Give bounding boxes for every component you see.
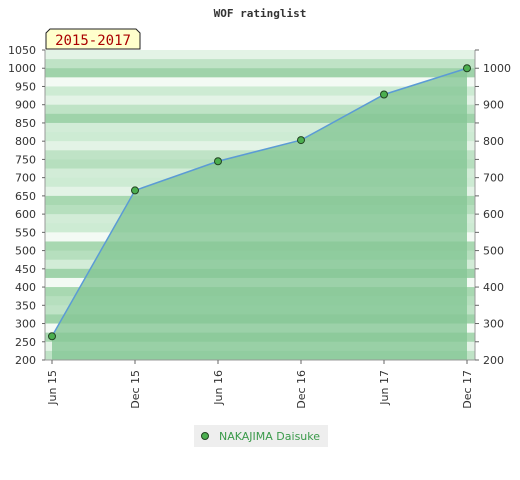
y-axis-left-ticks: 200 250 300 350 400 450 500 550 600 650 700 750 800 8…: [8, 44, 45, 367]
background-band: [45, 50, 475, 60]
background-band: [45, 122, 475, 133]
y-tick-label-left: 450: [15, 263, 36, 276]
data-point: [214, 157, 222, 166]
x-tick-label: Jun 15: [46, 370, 59, 406]
y-tick-label-left: 500: [15, 245, 36, 258]
data-point: [380, 90, 388, 99]
y-axis-right-ticks: 200 300 400 500 600 700 800 900 1000: [475, 49, 511, 367]
y-tick-label-right: 200: [483, 354, 504, 367]
data-points: [48, 64, 471, 341]
y-tick-label-right: 800: [483, 135, 504, 148]
period-badge: 2015-2017: [45, 28, 141, 50]
y-tick-label-left: 750: [15, 153, 36, 166]
y-tick-label-left: 900: [15, 99, 36, 112]
background-band: [45, 86, 475, 97]
x-tick-label: Jun 16: [212, 370, 225, 406]
y-tick-label-left: 400: [15, 281, 36, 294]
background-band: [45, 132, 475, 142]
background-band: [45, 141, 475, 151]
data-point: [463, 64, 471, 73]
y-tick-label-left: 850: [15, 117, 36, 130]
chart-title: WOF ratinglist: [214, 7, 307, 20]
y-tick-label-left: 1050: [8, 44, 36, 57]
data-point: [131, 186, 139, 195]
legend: NAKAJIMA Daisuke: [194, 425, 328, 447]
data-point: [48, 332, 56, 341]
series-area: [52, 68, 467, 360]
x-tick-label: Dec 15: [129, 370, 142, 409]
background-band: [45, 113, 475, 124]
y-tick-label-left: 800: [15, 135, 36, 148]
y-tick-label-left: 550: [15, 226, 36, 239]
y-tick-label-left: 200: [15, 354, 36, 367]
y-tick-label-left: 300: [15, 318, 36, 331]
y-tick-label-left: 650: [15, 190, 36, 203]
background-band: [45, 59, 475, 69]
area-layer: [51, 67, 468, 360]
y-tick-label-left: 250: [15, 336, 36, 349]
y-tick-label-left: 600: [15, 208, 36, 221]
background-band: [45, 104, 475, 115]
background-band: [45, 95, 475, 106]
y-tick-label-right: 900: [483, 99, 504, 112]
x-tick-label: Dec 16: [295, 370, 308, 409]
background-band: [45, 77, 475, 87]
x-tick-label: Jun 17: [378, 370, 391, 406]
y-tick-label-left: 950: [15, 80, 36, 93]
y-tick-label-right: 700: [483, 172, 504, 185]
y-tick-label-right: 300: [483, 318, 504, 331]
y-tick-label-right: 500: [483, 245, 504, 258]
y-tick-label-left: 350: [15, 299, 36, 312]
period-badge-label: 2015-2017: [55, 33, 131, 49]
legend-marker-icon: [201, 432, 209, 440]
legend-label: NAKAJIMA Daisuke: [219, 430, 320, 443]
y-tick-label-right: 600: [483, 208, 504, 221]
y-tick-label-left: 700: [15, 172, 36, 185]
background-band: [45, 68, 475, 78]
x-tick-label: Dec 17: [461, 370, 474, 409]
legend-box: [194, 425, 328, 447]
data-point: [297, 136, 305, 145]
y-tick-label-right: 1000: [483, 62, 511, 75]
y-tick-label-left: 1000: [8, 62, 36, 75]
y-tick-label-right: 400: [483, 281, 504, 294]
series-line: [51, 67, 468, 337]
x-axis-ticks: Jun 15 Dec 15 Jun 16 Dec 16 Jun 17 Dec 17: [46, 360, 474, 409]
